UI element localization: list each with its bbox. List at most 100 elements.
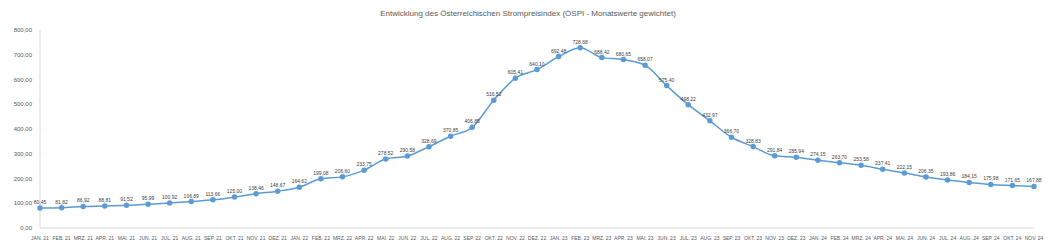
- svg-text:APR. 23: APR. 23: [614, 235, 633, 241]
- svg-text:JUL. 22: JUL. 22: [420, 235, 437, 241]
- svg-text:263,70: 263,70: [832, 154, 848, 160]
- svg-text:80,45: 80,45: [34, 199, 47, 205]
- svg-text:SEP. 23: SEP. 23: [723, 235, 741, 241]
- svg-text:800,00: 800,00: [14, 27, 33, 33]
- svg-text:516,52: 516,52: [486, 91, 502, 97]
- svg-text:206,60: 206,60: [335, 168, 351, 174]
- svg-text:290,58: 290,58: [400, 147, 416, 153]
- svg-text:300,00: 300,00: [14, 151, 33, 157]
- svg-text:100,92: 100,92: [162, 194, 178, 200]
- svg-text:OKT. 22: OKT. 22: [485, 235, 503, 241]
- svg-text:605,41: 605,41: [508, 69, 524, 75]
- svg-text:MRZ. 22: MRZ. 22: [333, 235, 352, 241]
- svg-text:NOV. 21: NOV. 21: [247, 235, 266, 241]
- svg-text:SEP. 24: SEP. 24: [982, 235, 1000, 241]
- svg-text:JUN. 24: JUN. 24: [917, 235, 935, 241]
- svg-text:274,15: 274,15: [810, 151, 826, 157]
- svg-text:JAN. 22: JAN. 22: [290, 235, 308, 241]
- svg-text:164,62: 164,62: [292, 178, 308, 184]
- svg-text:FEB. 21: FEB. 21: [53, 235, 71, 241]
- svg-text:233,75: 233,75: [356, 161, 372, 167]
- svg-text:MRZ. 21: MRZ. 21: [74, 235, 93, 241]
- svg-text:MAI. 21: MAI. 21: [118, 235, 135, 241]
- svg-text:SEP. 22: SEP. 22: [463, 235, 481, 241]
- svg-text:FEB. 23: FEB. 23: [571, 235, 589, 241]
- svg-text:222,15: 222,15: [897, 164, 913, 170]
- svg-text:FEB. 22: FEB. 22: [312, 235, 330, 241]
- svg-text:AUG. 21: AUG. 21: [182, 235, 201, 241]
- svg-text:432,97: 432,97: [702, 112, 718, 118]
- svg-text:148,67: 148,67: [270, 182, 286, 188]
- svg-text:DEZ. 23: DEZ. 23: [787, 235, 806, 241]
- svg-text:184,15: 184,15: [962, 173, 978, 179]
- svg-text:APR. 21: APR. 21: [96, 235, 115, 241]
- svg-text:125,00: 125,00: [227, 188, 243, 194]
- svg-text:406,85: 406,85: [465, 118, 481, 124]
- svg-text:680,65: 680,65: [616, 51, 632, 57]
- svg-text:NOV. 24: NOV. 24: [1025, 235, 1044, 241]
- svg-text:JUN. 23: JUN. 23: [658, 235, 676, 241]
- svg-text:AUG. 24: AUG. 24: [960, 235, 979, 241]
- svg-text:86,92: 86,92: [77, 197, 90, 203]
- svg-text:0,00: 0,00: [20, 225, 32, 231]
- svg-text:AUG. 23: AUG. 23: [700, 235, 719, 241]
- svg-text:NOV. 23: NOV. 23: [765, 235, 784, 241]
- svg-text:MAI. 24: MAI. 24: [896, 235, 913, 241]
- svg-text:OKT. 21: OKT. 21: [225, 235, 243, 241]
- svg-text:JUL. 23: JUL. 23: [680, 235, 697, 241]
- svg-text:498,22: 498,22: [681, 96, 697, 102]
- svg-text:JAN. 21: JAN. 21: [31, 235, 49, 241]
- svg-text:328,83: 328,83: [745, 138, 761, 144]
- svg-text:199,08: 199,08: [313, 170, 329, 176]
- svg-text:193,86: 193,86: [940, 171, 956, 177]
- svg-text:OKT. 23: OKT. 23: [744, 235, 762, 241]
- svg-text:DEZ. 21: DEZ. 21: [269, 235, 288, 241]
- svg-text:JAN. 24: JAN. 24: [809, 235, 827, 241]
- svg-text:AUG. 22: AUG. 22: [441, 235, 460, 241]
- svg-text:DEZ. 22: DEZ. 22: [528, 235, 547, 241]
- svg-text:91,52: 91,52: [120, 196, 133, 202]
- svg-text:APR. 24: APR. 24: [873, 235, 892, 241]
- svg-text:OKT. 24: OKT. 24: [1003, 235, 1021, 241]
- svg-text:237,41: 237,41: [875, 160, 891, 166]
- svg-text:NOV. 22: NOV. 22: [506, 235, 525, 241]
- svg-text:81,82: 81,82: [55, 199, 68, 205]
- svg-text:APR. 22: APR. 22: [355, 235, 374, 241]
- svg-text:100,00: 100,00: [14, 200, 33, 206]
- svg-text:692,48: 692,48: [551, 48, 567, 54]
- svg-text:600,00: 600,00: [14, 77, 33, 83]
- svg-text:575,40: 575,40: [659, 77, 675, 83]
- svg-text:95,99: 95,99: [142, 195, 155, 201]
- svg-text:171,65: 171,65: [1005, 177, 1021, 183]
- svg-text:688,42: 688,42: [594, 49, 610, 55]
- svg-text:206,35: 206,35: [918, 168, 934, 174]
- svg-text:113,66: 113,66: [205, 191, 220, 197]
- svg-text:138,46: 138,46: [248, 185, 264, 191]
- svg-text:MAI. 22: MAI. 22: [377, 235, 394, 241]
- svg-text:MAI. 23: MAI. 23: [636, 235, 653, 241]
- svg-text:285,94: 285,94: [789, 148, 805, 154]
- svg-text:700,00: 700,00: [14, 52, 33, 58]
- svg-text:658,07: 658,07: [637, 56, 653, 62]
- svg-text:JUL. 24: JUL. 24: [939, 235, 956, 241]
- svg-text:328,69: 328,69: [421, 138, 437, 144]
- svg-text:278,52: 278,52: [378, 150, 394, 156]
- svg-text:JUN. 22: JUN. 22: [398, 235, 416, 241]
- svg-text:MRZ. 24: MRZ. 24: [852, 235, 871, 241]
- svg-text:175,98: 175,98: [983, 175, 999, 181]
- svg-text:MRZ. 23: MRZ. 23: [592, 235, 611, 241]
- svg-text:FEB. 24: FEB. 24: [830, 235, 848, 241]
- svg-text:SEP. 21: SEP. 21: [204, 235, 222, 241]
- svg-text:253,58: 253,58: [853, 156, 869, 162]
- svg-text:291,84: 291,84: [767, 147, 783, 153]
- svg-text:88,81: 88,81: [99, 197, 112, 203]
- svg-text:640,10: 640,10: [529, 61, 545, 67]
- svg-text:JUN. 21: JUN. 21: [139, 235, 157, 241]
- svg-text:200,00: 200,00: [14, 176, 33, 182]
- svg-text:400,00: 400,00: [14, 126, 33, 132]
- svg-text:728,68: 728,68: [573, 39, 589, 45]
- svg-text:106,89: 106,89: [184, 193, 200, 199]
- svg-text:JAN. 23: JAN. 23: [550, 235, 568, 241]
- svg-text:JUL. 21: JUL. 21: [161, 235, 178, 241]
- svg-text:500,00: 500,00: [14, 101, 33, 107]
